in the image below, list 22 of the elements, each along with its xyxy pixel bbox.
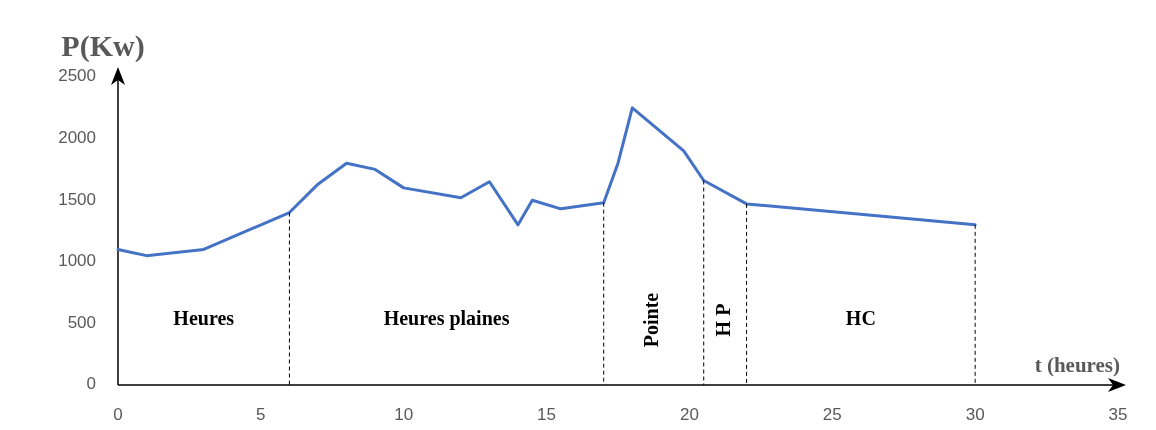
- annotation: HC: [845, 306, 876, 329]
- x-tick-label: 5: [256, 405, 266, 424]
- x-tick-label: 20: [679, 405, 699, 424]
- x-tick-label: 0: [113, 405, 123, 424]
- y-tick-label: 2500: [58, 66, 96, 86]
- y-axis-title: P(Kw): [61, 29, 145, 63]
- y-tick-label: 1000: [58, 251, 96, 271]
- annotation: Heures: [173, 306, 235, 329]
- x-tick-label: 10: [394, 405, 414, 424]
- x-axis-title: t (heures): [1034, 353, 1121, 377]
- x-tick-label: 30: [965, 405, 985, 424]
- y-tick-label: 2000: [58, 128, 96, 148]
- x-tick-label: 15: [537, 405, 557, 424]
- x-tick-label: 35: [1108, 405, 1128, 424]
- annotation: Pointe: [640, 292, 663, 348]
- y-tick-label: 0: [86, 374, 96, 394]
- annotation: H P: [711, 303, 734, 337]
- line-series: [116, 106, 977, 258]
- y-tick-label: 1500: [58, 189, 96, 209]
- y-tick-label: 500: [67, 312, 96, 332]
- x-tick-label: 25: [822, 405, 842, 424]
- annotation: Heures plaines: [383, 306, 510, 330]
